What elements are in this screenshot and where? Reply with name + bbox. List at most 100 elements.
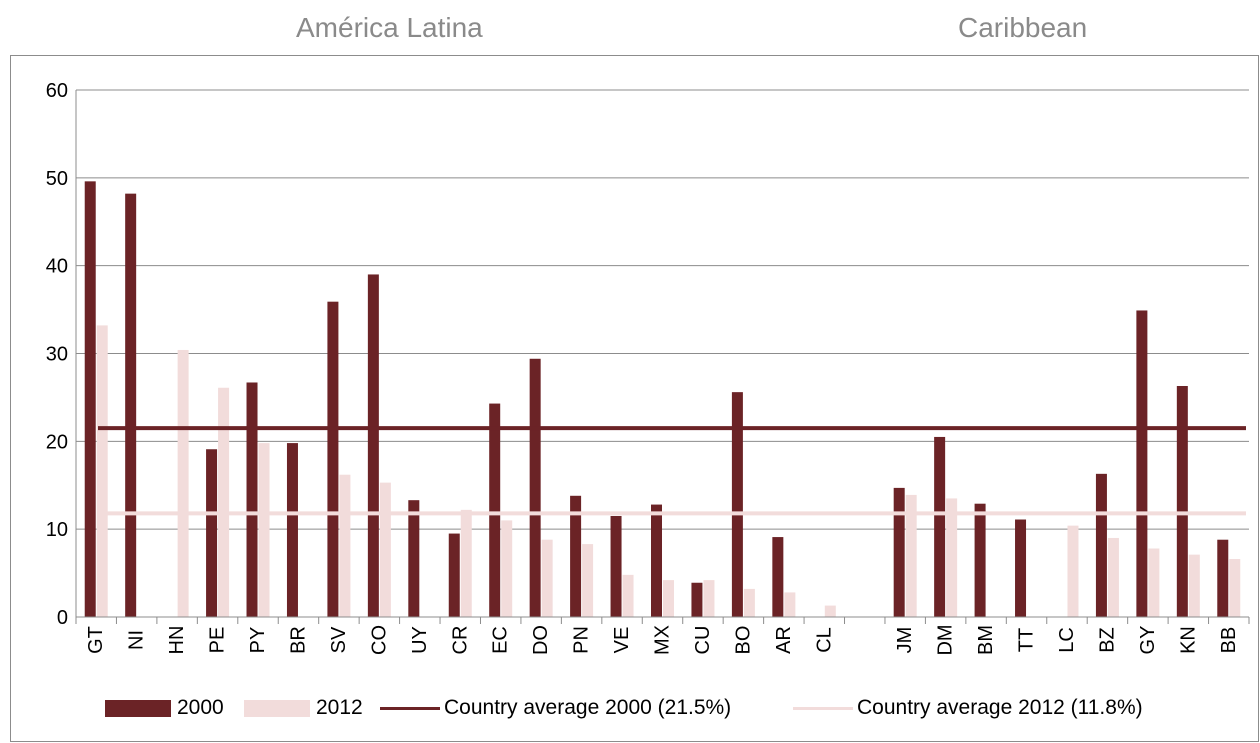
bar-2000-BO — [731, 392, 743, 617]
bar-2000-CO — [367, 274, 379, 617]
x-tick-label-NI: NI — [126, 630, 148, 650]
bar-2012-DO — [541, 539, 553, 617]
legend-label-avg-2012: Country average 2012 (11.8%) — [857, 696, 1143, 719]
legend-item-2012: 2012 — [244, 696, 363, 720]
x-tick-label-PE: PE — [207, 627, 229, 654]
y-tick-label: 60 — [46, 80, 68, 102]
group-label-latin-america: América Latina — [296, 12, 483, 43]
x-tick-label-BR: BR — [287, 626, 309, 654]
bar-2012-CL — [824, 605, 836, 617]
bar-2000-UY — [408, 500, 420, 617]
bar-2000-PE — [206, 449, 218, 617]
bar-2000-CU — [691, 582, 703, 617]
bar-2012-PY — [258, 443, 270, 617]
x-tick-label-LC: LC — [1056, 627, 1078, 653]
y-tick-label: 20 — [46, 431, 68, 453]
bar-2000-SV — [327, 301, 339, 617]
x-tick-label-CU: CU — [692, 626, 714, 655]
x-tick-label-BB: BB — [1218, 627, 1240, 654]
bar-2000-BZ — [1095, 473, 1107, 617]
bar-2000-PN — [570, 495, 582, 617]
bar-2000-TT — [1015, 519, 1027, 617]
bar-2012-SV — [339, 474, 351, 617]
legend-label-2000: 2000 — [177, 696, 224, 719]
bar-2000-CR — [448, 533, 460, 617]
bar-2012-EC — [501, 520, 513, 617]
bar-2012-PE — [218, 387, 230, 617]
x-tick-label-EC: EC — [490, 626, 512, 654]
bar-2000-BM — [974, 503, 986, 617]
x-tick-label-CL: CL — [813, 627, 835, 653]
x-tick-label-TT: TT — [1016, 628, 1038, 652]
legend-label-avg-2000: Country average 2000 (21.5%) — [444, 696, 732, 719]
bar-2012-JM — [905, 494, 917, 617]
x-tick-label-DO: DO — [530, 625, 552, 655]
x-tick-label-CR: CR — [449, 626, 471, 655]
bar-2000-DO — [529, 358, 541, 617]
x-tick-label-BZ: BZ — [1096, 627, 1118, 653]
bar-2012-VE — [622, 574, 634, 617]
bar-2000-EC — [489, 403, 501, 617]
x-tick-label-GY: GY — [1137, 626, 1159, 655]
legend-swatch-2012 — [244, 699, 310, 717]
bar-2000-VE — [610, 515, 622, 617]
bar-2012-GT — [96, 325, 108, 617]
legend: 2000 2012 Country average 2000 (21.5%) C… — [0, 696, 1260, 726]
bar-2000-GY — [1136, 310, 1148, 617]
y-tick-label: 0 — [57, 607, 68, 629]
x-tick-label-UY: UY — [409, 626, 431, 654]
x-tick-label-PY: PY — [247, 627, 269, 654]
x-tick-label-JM: JM — [894, 627, 916, 654]
bar-2000-BR — [286, 443, 298, 617]
bar-2012-GY — [1148, 548, 1160, 617]
bar-2000-GT — [84, 181, 96, 617]
x-tick-label-VE: VE — [611, 627, 633, 654]
legend-swatch-avg-2000 — [380, 706, 440, 710]
x-tick-label-HN: HN — [166, 626, 188, 655]
bar-2012-AR — [784, 592, 796, 617]
bar-2000-BB — [1217, 539, 1229, 617]
y-tick-label: 10 — [46, 519, 68, 541]
x-tick-label-GT: GT — [85, 626, 107, 654]
x-tick-label-MX: MX — [652, 625, 674, 655]
legend-item-avg-2012: Country average 2012 (11.8%) — [793, 696, 1143, 720]
x-tick-label-PN: PN — [571, 626, 593, 654]
bar-2012-HN — [177, 349, 189, 617]
bar-2012-CR — [460, 509, 472, 617]
legend-item-2000: 2000 — [105, 696, 224, 720]
bar-2012-MX — [663, 580, 674, 617]
x-tick-label-AR: AR — [773, 626, 795, 654]
bar-2012-CO — [379, 482, 391, 617]
bar-2000-MX — [651, 504, 662, 617]
chart-frame — [10, 55, 1259, 742]
bar-2000-NI — [125, 193, 137, 618]
bar-2000-DM — [934, 436, 946, 617]
bar-2000-KN — [1176, 385, 1188, 617]
bar-2000-PY — [246, 382, 258, 617]
x-tick-label-DM: DM — [935, 624, 957, 655]
bar-2000-JM — [893, 487, 905, 617]
x-tick-label-KN: KN — [1177, 626, 1199, 654]
y-tick-label: 40 — [46, 256, 68, 278]
bar-2012-LC — [1067, 525, 1079, 617]
group-label-caribbean: Caribbean — [958, 12, 1088, 43]
legend-item-avg-2000: Country average 2000 (21.5%) — [380, 696, 731, 720]
y-tick-label: 50 — [46, 168, 68, 190]
bar-2012-CU — [703, 580, 715, 617]
bar-2012-DM — [946, 498, 958, 617]
x-tick-label-CO: CO — [368, 625, 390, 655]
y-tick-label: 30 — [46, 344, 68, 366]
bar-2012-BB — [1229, 559, 1241, 617]
bar-2012-KN — [1188, 554, 1200, 617]
bar-2012-BZ — [1107, 537, 1119, 617]
legend-swatch-avg-2012 — [793, 706, 853, 710]
bar-2012-BO — [743, 588, 755, 617]
legend-swatch-2000 — [105, 699, 171, 717]
x-tick-label-BM: BM — [975, 625, 997, 655]
x-tick-label-BO: BO — [732, 626, 754, 655]
bar-2000-AR — [772, 537, 784, 617]
bar-2012-PN — [582, 544, 594, 617]
x-tick-label-SV: SV — [328, 626, 350, 653]
legend-label-2012: 2012 — [316, 696, 363, 719]
